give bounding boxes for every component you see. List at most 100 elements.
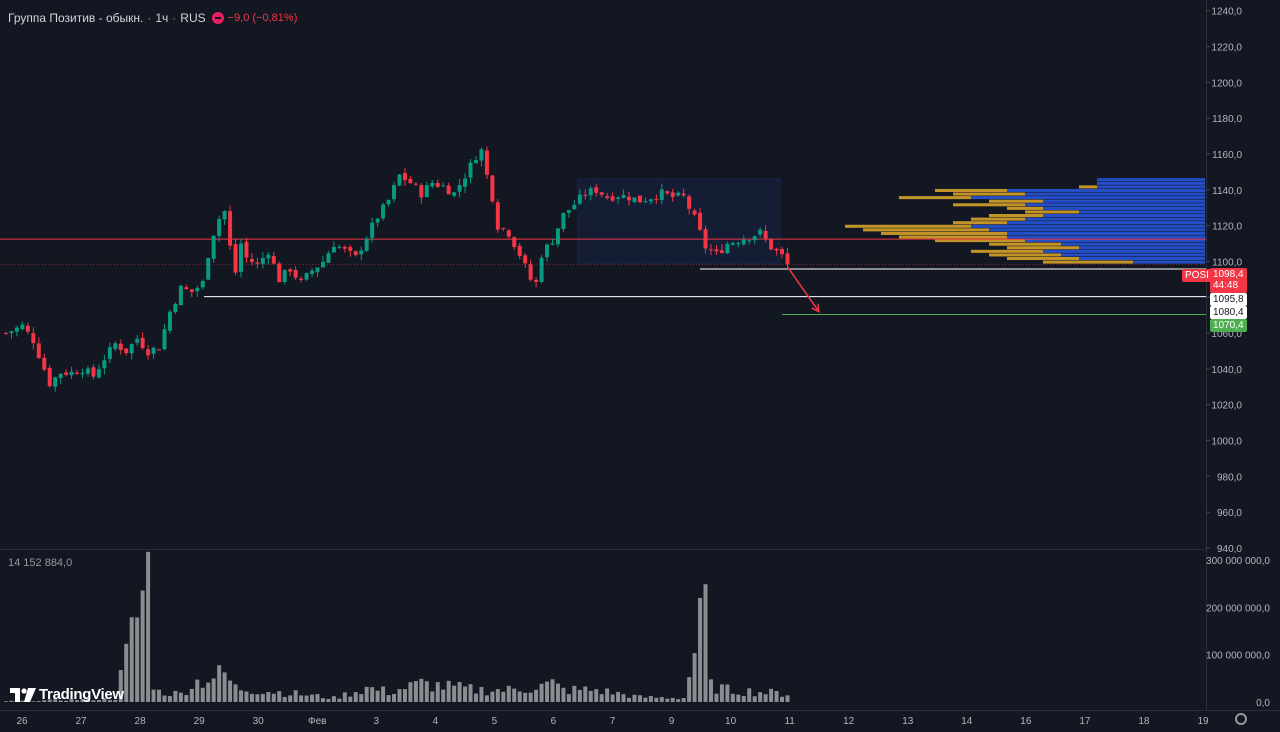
volume-axis-label: 300 000 000,0 [1206,556,1270,567]
volume-bar [173,690,178,702]
candle-body [249,258,254,262]
candle-body [659,189,664,201]
interval-label[interactable]: 1ч [155,11,169,25]
time-axis-label: 19 [1197,716,1209,727]
volume-bar [107,699,112,702]
candle-body [69,371,74,376]
candle-body [25,325,30,332]
price-axis-label: 980,0 [1217,472,1242,483]
volume-bar [463,686,468,702]
volume-profile-down-bar [953,221,1007,225]
symbol-name[interactable]: Группа Позитив - обыкн. [8,11,144,25]
volume-bar [457,682,462,702]
chart-settings-icon[interactable] [1235,713,1247,725]
time-axis-label: 10 [725,716,737,727]
volume-bar [293,690,298,702]
candle-body [244,241,249,258]
volume-bar [769,688,774,702]
candle-body [124,348,129,354]
candle-body [719,250,724,254]
volume-bar [277,691,282,702]
candle-body [512,237,517,248]
exchange-label: RUS [180,11,206,25]
candle-body [468,162,473,178]
tradingview-logo[interactable]: TradingView [10,686,124,703]
time-axis-label: 16 [1020,716,1032,727]
candle-body [140,337,145,349]
volume-bar [566,694,571,702]
volume-bar [266,691,271,702]
volume-bar [331,696,336,702]
volume-bar [555,683,560,702]
volume-bar [424,681,429,702]
volume-bar [228,680,233,702]
volume-bar [435,682,440,702]
candle-body [643,201,648,203]
volume-bar [523,692,528,702]
volume-bar [381,686,386,702]
volume-profile-down-bar [1043,260,1133,264]
tradingview-logo-text: TradingView [39,686,124,703]
volume-profile-down-bar [935,239,1025,243]
volume-bar [113,699,118,702]
candle-body [490,175,495,202]
volume-profile-up-bar [1043,199,1205,203]
volume-bar [621,694,626,702]
candle-body [238,243,243,272]
candle-body [484,150,489,175]
volume-profile-down-bar [953,203,1025,207]
volume-bar [271,693,276,702]
volume-bar [222,672,227,702]
candle-body [9,331,14,334]
volume-bar [233,684,238,702]
candle-body [774,248,779,251]
candle-body [364,238,369,251]
volume-bar [654,697,659,702]
candle-body [266,254,271,259]
volume-profile-down-bar [989,242,1061,246]
volume-bar [124,643,129,702]
volume-bar [310,694,315,702]
candle-body [621,194,626,198]
candle-body [632,197,637,203]
volume-bar [402,689,407,702]
volume-profile-up-bar [1097,181,1205,185]
volume-bar [42,700,47,702]
candle-body [337,246,342,248]
volume-bar [320,698,325,702]
candle-body [271,255,276,264]
volume-profile-down-bar [935,188,1007,192]
volume-bar [703,584,708,702]
candle-body [107,347,112,359]
price-axis-label: 940,0 [1217,544,1242,555]
time-axis-label: 17 [1079,716,1091,727]
volume-bar [763,694,768,702]
candle-body [370,222,375,238]
candle-body [605,196,610,199]
candle-body [91,367,96,377]
volume-bar [20,700,25,702]
time-axis-label: 5 [492,716,498,727]
volume-bar [637,695,642,702]
candle-body [676,192,681,196]
candle-body [14,327,19,332]
volume-bar [282,696,287,702]
candle-body [665,191,670,194]
volume-bar [397,689,402,702]
time-axis-label: 9 [669,716,675,727]
candle-body [654,198,659,200]
candle-body [228,211,233,246]
volume-profile-down-bar [863,228,989,232]
candle-body [752,236,757,241]
volume-bar [452,685,457,702]
volume-bar [58,700,63,702]
time-axis-label: 28 [135,716,147,727]
volume-profile-down-bar [971,249,1043,253]
volume-bar [747,688,752,702]
volume-profile-up-bar [1007,188,1205,192]
volume-profile-up-bar [1025,217,1205,221]
candle-body [566,210,571,213]
volume-profile-up-bar [1025,239,1205,243]
